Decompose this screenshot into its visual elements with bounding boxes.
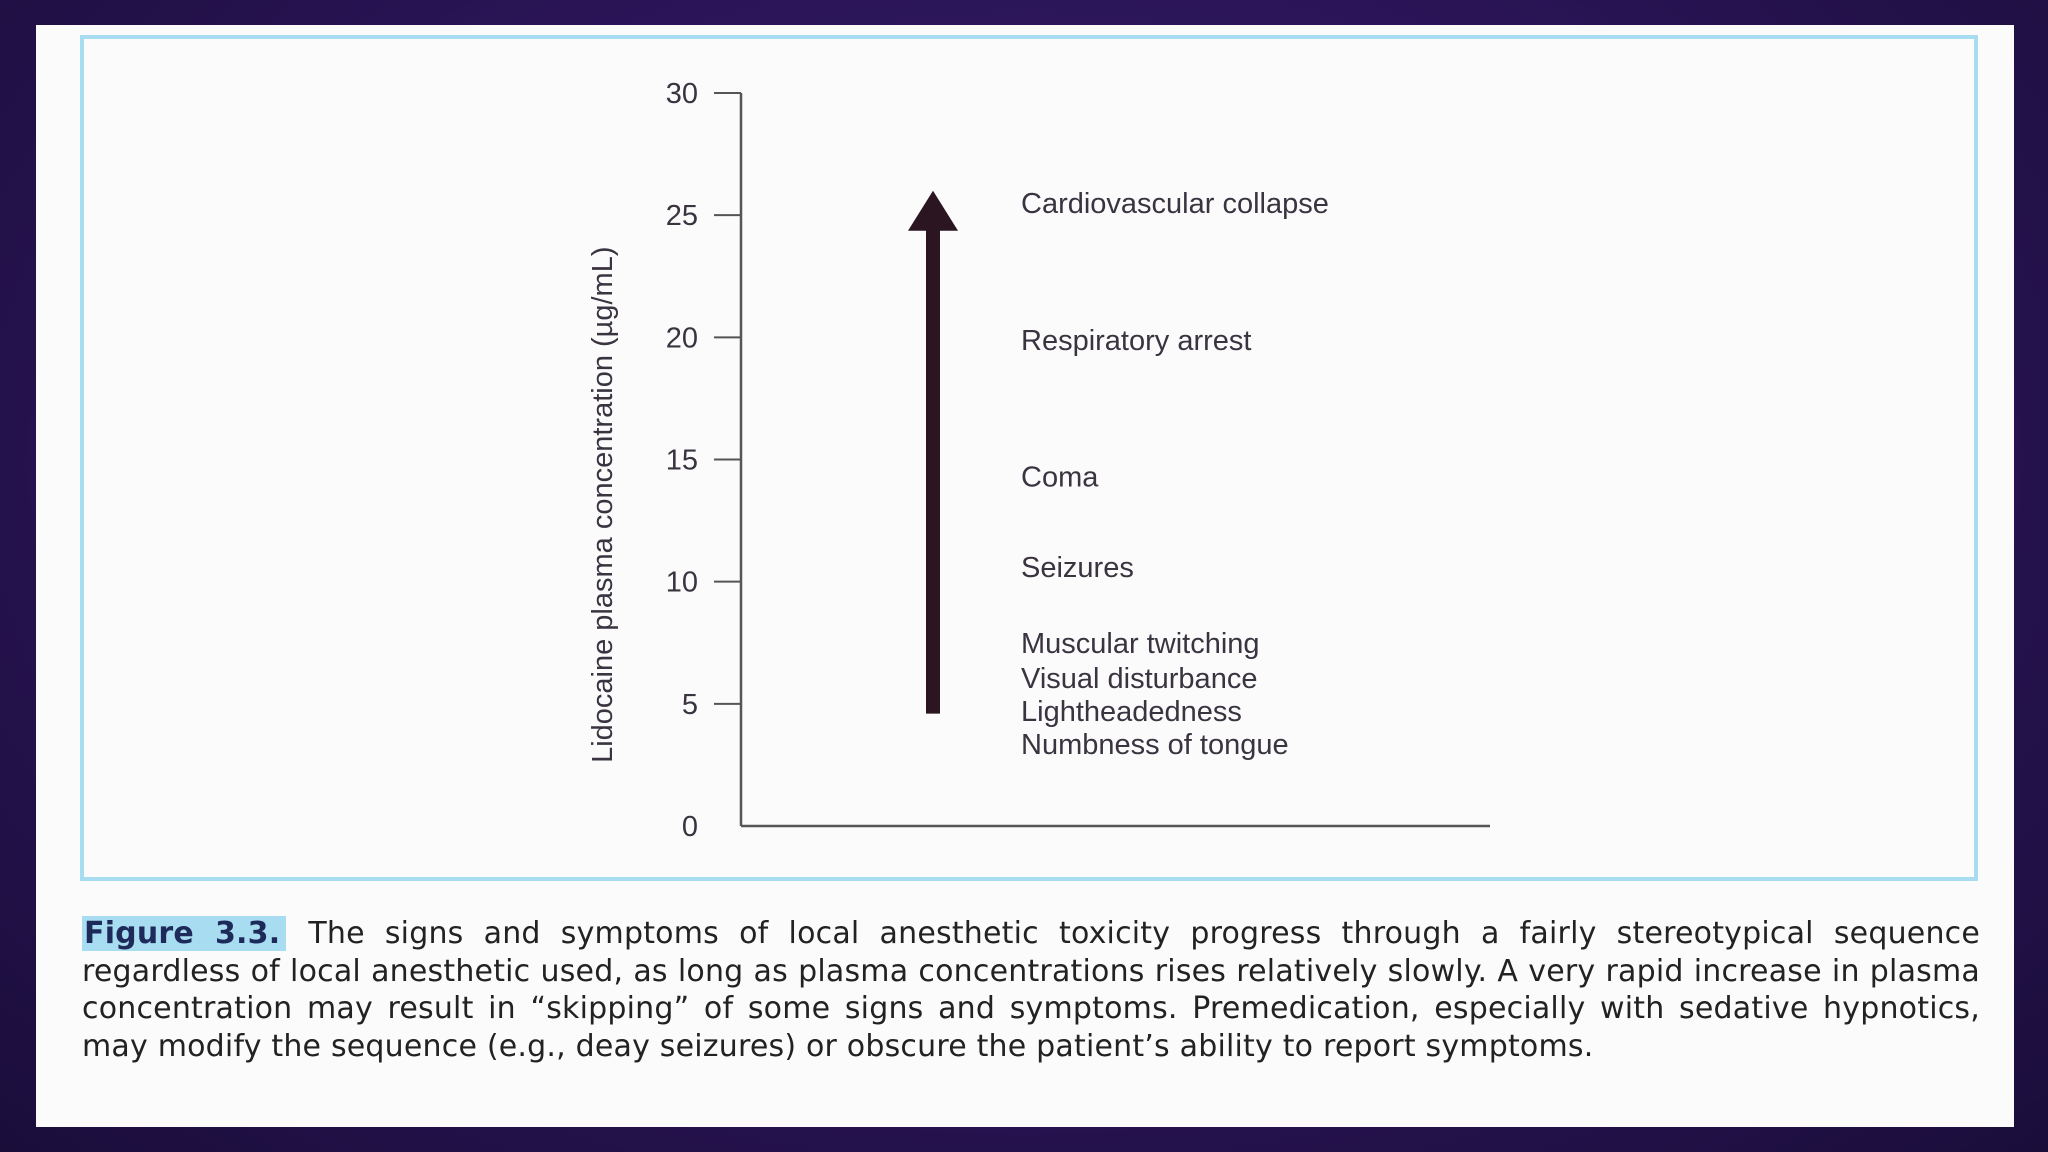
symptom-label: Seizures	[1021, 552, 1134, 584]
figure-label: Figure 3.3.	[82, 916, 287, 951]
caption-text: The signs and symptoms of local anesthet…	[82, 916, 1981, 1064]
symptom-label: Coma	[1021, 462, 1099, 494]
y-axis-label: Lidocaine plasma concentration (µg/mL)	[587, 246, 619, 762]
y-tick-label: 30	[666, 78, 698, 110]
y-tick-label: 15	[666, 445, 698, 477]
symptom-label: Visual disturbance	[1021, 663, 1257, 695]
y-tick-label: 25	[666, 200, 698, 232]
symptom-label: Respiratory arrest	[1021, 325, 1251, 357]
y-tick-label: 5	[682, 689, 698, 721]
symptom-label: Numbness of tongue	[1021, 729, 1289, 761]
figure-caption: Figure 3.3. The signs and symptoms of loc…	[82, 915, 1980, 1065]
slide-card	[36, 25, 2014, 1127]
figure-frame	[80, 35, 1978, 881]
symptom-label: Lightheadedness	[1021, 696, 1242, 728]
symptom-label: Muscular twitching	[1021, 628, 1260, 660]
y-tick-label: 10	[666, 567, 698, 599]
toxicity-arrow-head	[908, 190, 958, 231]
y-tick-label: 0	[682, 811, 698, 843]
symptom-label: Cardiovascular collapse	[1021, 188, 1329, 220]
y-tick-label: 20	[666, 322, 698, 354]
